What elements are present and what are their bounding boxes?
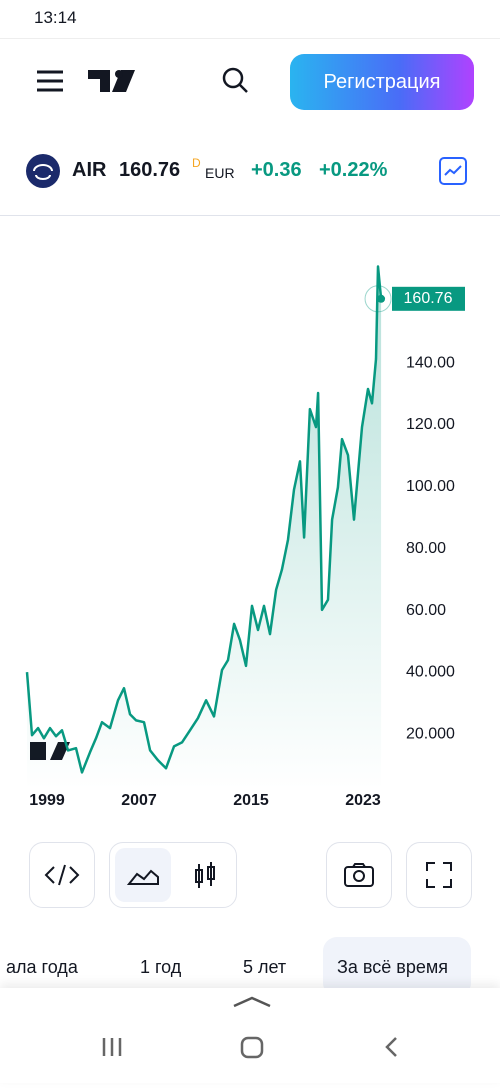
interval: D: [192, 156, 201, 170]
y-tick-label: 140.00: [406, 354, 455, 371]
last-ring: [364, 285, 392, 313]
last-point: [377, 294, 386, 303]
tab[interactable]: За всё время: [337, 957, 448, 977]
chart-type-group: [109, 842, 237, 908]
embed-button[interactable]: [29, 842, 95, 908]
search-icon[interactable]: [220, 66, 250, 96]
symbol: AIR: [72, 159, 107, 181]
y-tick-label: 100.00: [406, 478, 455, 495]
bottom-sheet: [0, 988, 500, 1083]
x-tick-label: 2007: [121, 792, 157, 809]
change: +0.36: [251, 159, 302, 181]
x-tick-label: 1999: [29, 792, 65, 809]
chart-button[interactable]: [439, 157, 467, 185]
y-tick-label: 40.000: [406, 664, 455, 681]
tab-highlight: [323, 937, 471, 997]
register-button[interactable]: Регистрация: [290, 54, 474, 110]
tab[interactable]: 5 лет: [243, 957, 287, 977]
chart: 20.000 40.000 60.00 80.00 100.00 120.00 140.00…: [25, 265, 465, 809]
menu-logo[interactable]: [30, 66, 150, 98]
price-badge-label: 160.76: [404, 290, 453, 307]
currency: EUR: [205, 165, 235, 181]
area-button[interactable]: [115, 848, 171, 902]
divider: [0, 215, 500, 216]
price: 160.76: [119, 159, 181, 181]
company-logo: [26, 154, 60, 188]
nav-bar: [102, 996, 397, 1059]
divider: [0, 38, 500, 39]
snapshot-button[interactable]: [326, 842, 392, 908]
tab[interactable]: ала года: [6, 957, 78, 977]
price-badge: [392, 286, 465, 311]
y-tick-label: 60.00: [406, 602, 446, 619]
y-tick-label: 20.000: [406, 726, 455, 743]
candles-button[interactable]: [178, 848, 232, 902]
tab[interactable]: 1 год: [140, 957, 182, 977]
y-tick-label: 80.00: [406, 540, 446, 557]
y-tick-label: 120.00: [406, 416, 455, 433]
x-tick-label: 2015: [233, 792, 269, 809]
line: [25, 265, 383, 774]
change-pct: +0.22%: [319, 159, 388, 181]
x-tick-label: 2023: [345, 792, 381, 809]
fullscreen-button[interactable]: [406, 842, 472, 908]
area: [27, 266, 382, 790]
status-time: 13:14: [34, 8, 77, 27]
